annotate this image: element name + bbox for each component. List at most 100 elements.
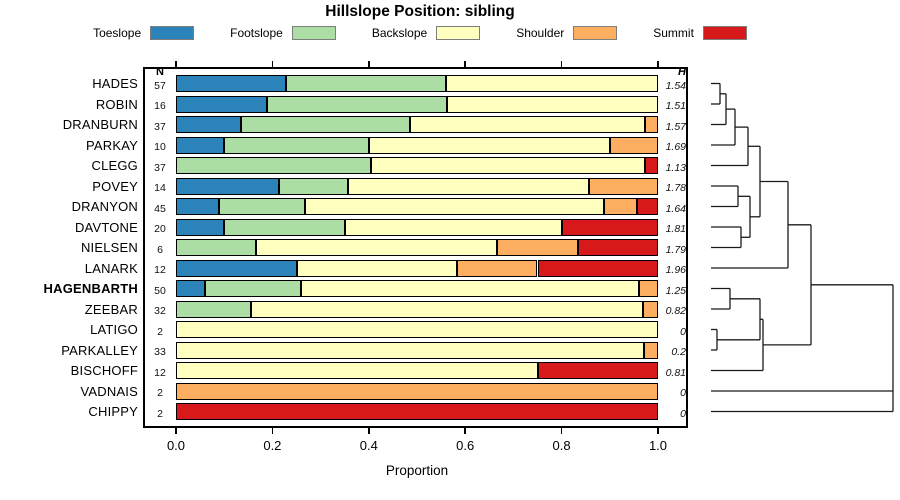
legend: Toeslope Footslope Backslope Shoulder Summit xyxy=(0,25,840,41)
bar-row xyxy=(176,403,658,420)
h-value: 1.13 xyxy=(665,161,686,174)
h-value: 1.25 xyxy=(665,284,686,297)
bar-segment-backslope xyxy=(256,239,498,256)
bar-segment-shoulder xyxy=(604,198,637,215)
x-tick-top xyxy=(368,60,370,67)
bar-segment-footslope xyxy=(279,177,349,195)
row-label: VADNAIS xyxy=(80,383,138,399)
bar-segment-toeslope xyxy=(176,259,297,277)
x-tick-label: 0.8 xyxy=(552,438,571,453)
bar-segment-toeslope xyxy=(176,95,267,113)
bar-segment-backslope xyxy=(176,341,644,359)
x-tick-label: 0.4 xyxy=(359,438,378,453)
bar-segment-summit xyxy=(577,239,658,256)
x-tick-top xyxy=(271,60,274,67)
bar-segment-summit xyxy=(176,403,658,420)
n-value: 2 xyxy=(157,325,163,338)
row-label: NIELSEN xyxy=(80,240,138,255)
legend-label: Toeslope xyxy=(93,26,142,40)
bar-segment-backslope xyxy=(348,177,590,195)
n-value: 14 xyxy=(154,182,166,194)
n-value: 6 xyxy=(157,243,163,256)
row-label: CLEGG xyxy=(91,158,138,173)
x-tick xyxy=(657,428,659,434)
row-label: LATIGO xyxy=(90,322,138,337)
bar-row xyxy=(176,280,658,297)
bar-row xyxy=(176,321,658,338)
n-value: 32 xyxy=(154,305,166,317)
bar-segment-footslope xyxy=(224,218,345,236)
chart-title: Hillslope Position: sibling xyxy=(325,3,515,20)
bar-segment-shoulder xyxy=(638,280,658,297)
bar-segment-footslope xyxy=(285,75,447,92)
h-column-header: H xyxy=(678,66,686,78)
x-tick-top xyxy=(464,60,466,67)
bar-row xyxy=(176,300,658,318)
x-tick-label: 0.6 xyxy=(456,438,475,453)
h-value: 1.57 xyxy=(665,120,686,133)
bar-row xyxy=(176,341,658,359)
legend-item-footslope: Footslope xyxy=(230,26,336,40)
bar-row xyxy=(176,362,658,379)
row-label: LANARK xyxy=(84,260,138,276)
legend-swatch-backslope xyxy=(436,26,481,40)
bar-segment-backslope xyxy=(301,280,639,297)
h-value: 1.51 xyxy=(665,100,686,112)
bar-segment-backslope xyxy=(176,321,658,338)
n-value: 2 xyxy=(157,407,163,420)
bar-segment-shoulder xyxy=(176,382,658,400)
bar-segment-backslope xyxy=(410,116,645,133)
bar-segment-footslope xyxy=(218,198,305,215)
row-label: BISCHOFF xyxy=(70,363,138,378)
h-value: 0 xyxy=(680,387,686,399)
row-label: POVEY xyxy=(92,178,138,194)
x-tick xyxy=(368,428,370,434)
x-tick-top xyxy=(560,60,563,67)
bar-row xyxy=(176,239,658,256)
row-label: DRANYON xyxy=(71,199,138,214)
legend-label: Summit xyxy=(653,26,694,40)
bar-row xyxy=(176,259,658,277)
n-value: 20 xyxy=(154,223,166,235)
bar-row xyxy=(176,95,658,113)
bar-segment-backslope xyxy=(344,218,562,236)
bar-segment-summit xyxy=(561,218,658,236)
bar-segment-toeslope xyxy=(176,75,286,92)
row-label: DAVTONE xyxy=(74,219,138,235)
x-axis-label: Proportion xyxy=(385,463,449,478)
legend-item-toeslope: Toeslope xyxy=(93,26,195,40)
bar-segment-summit xyxy=(644,157,658,174)
bar-row xyxy=(176,75,658,92)
legend-swatch-toeslope xyxy=(150,26,195,40)
bar-segment-summit xyxy=(537,362,658,379)
n-value: 16 xyxy=(154,100,166,112)
bar-segment-backslope xyxy=(368,136,610,154)
h-value: 1.96 xyxy=(665,264,686,276)
x-tick xyxy=(464,428,466,434)
h-value: 0 xyxy=(680,325,686,338)
row-label: HAGENBARTH xyxy=(43,281,138,296)
bar-segment-summit xyxy=(537,259,658,277)
bar-segment-backslope xyxy=(296,259,457,277)
bar-segment-footslope xyxy=(176,157,372,174)
h-value: 1.79 xyxy=(665,243,686,256)
x-tick xyxy=(271,428,274,434)
bar-segment-footslope xyxy=(176,300,252,318)
bar-segment-backslope xyxy=(447,95,658,113)
n-value: 57 xyxy=(154,79,166,92)
row-label: HADES xyxy=(92,76,138,91)
bar-segment-toeslope xyxy=(176,136,225,154)
bar-segment-backslope xyxy=(446,75,658,92)
legend-label: Footslope xyxy=(230,26,283,40)
bar-segment-shoulder xyxy=(643,341,658,359)
bar-segment-footslope xyxy=(176,239,257,256)
bar-row xyxy=(176,136,658,154)
bar-row xyxy=(176,198,658,215)
n-value: 10 xyxy=(154,141,166,153)
row-label: CHIPPY xyxy=(88,404,138,419)
bar-segment-backslope xyxy=(251,300,644,318)
x-tick-label: 1.0 xyxy=(648,438,668,453)
row-label: DRANBURN xyxy=(62,117,138,132)
x-tick-top xyxy=(657,60,659,67)
